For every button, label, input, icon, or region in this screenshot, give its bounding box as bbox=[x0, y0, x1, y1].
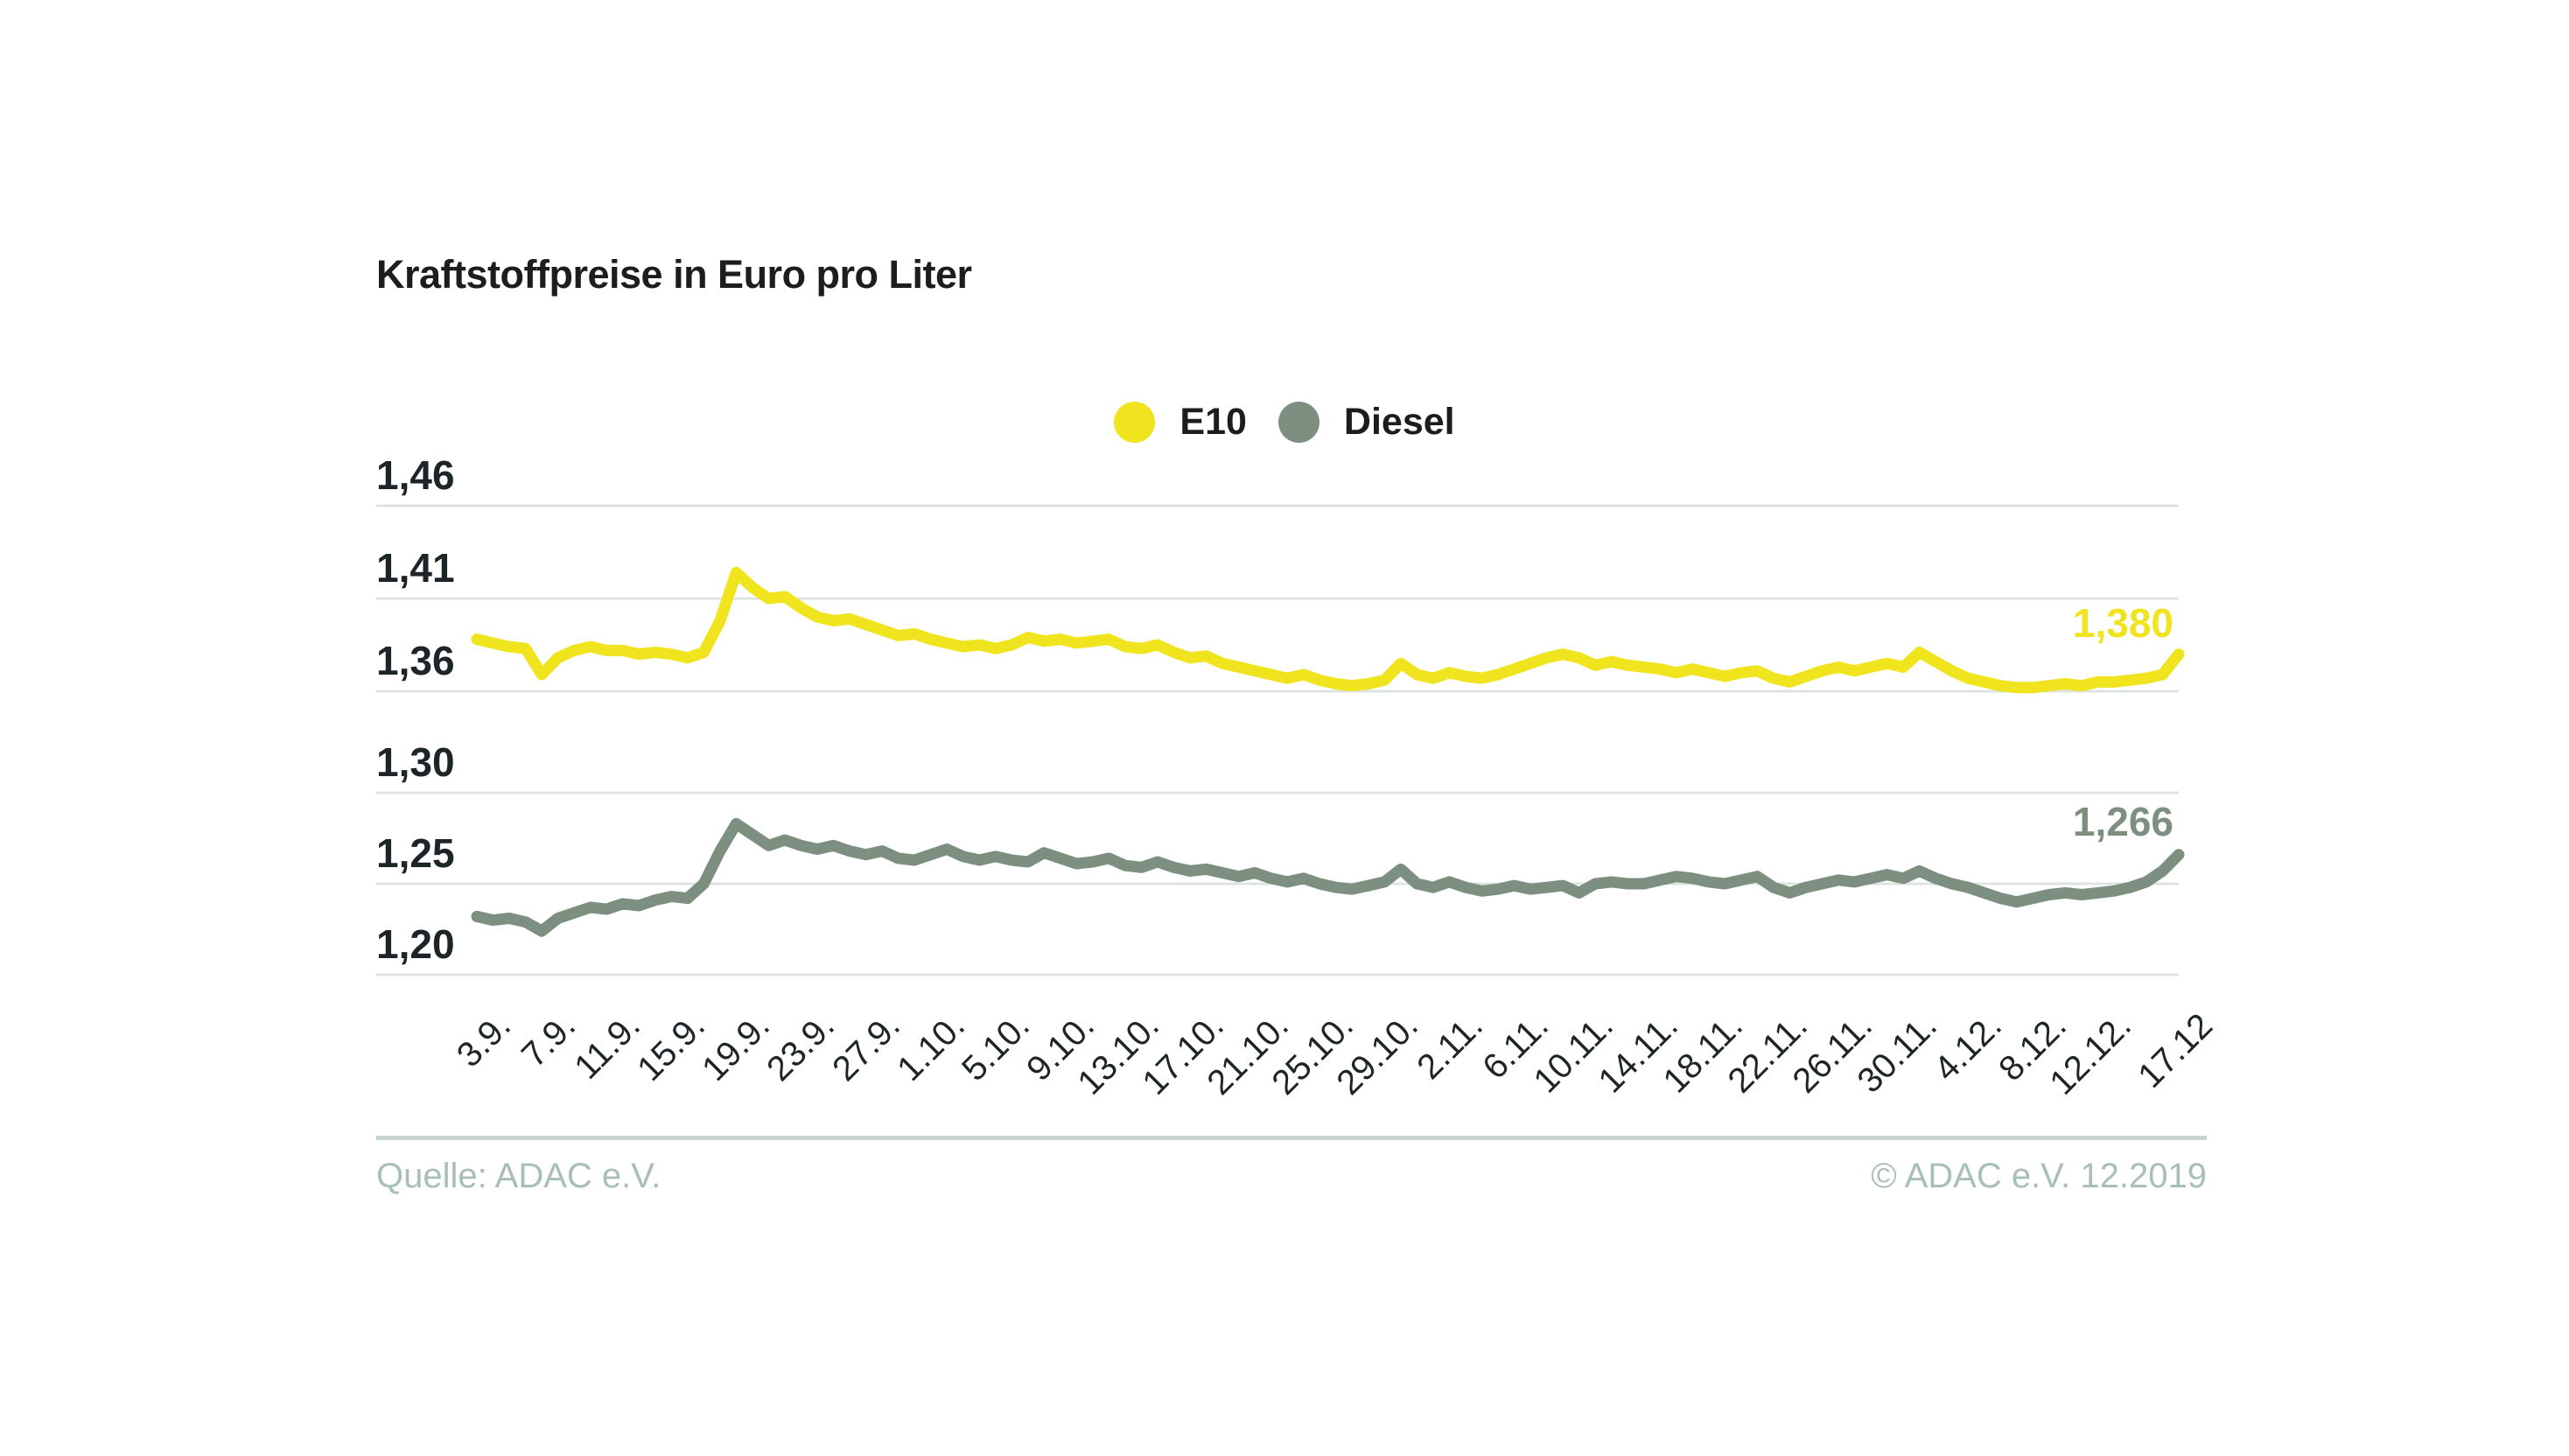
legend-item-e10: E10 bbox=[1114, 401, 1247, 444]
copyright-note: © ADAC e.V. 12.2019 bbox=[1871, 1157, 2207, 1195]
diesel-price-line bbox=[471, 817, 2185, 937]
y-tick-label: 1,41 bbox=[376, 545, 455, 591]
page-title: Kraftstoffpreise in Euro pro Liter bbox=[376, 252, 972, 297]
legend-item-diesel: Diesel bbox=[1278, 401, 1455, 444]
legend-label-diesel: Diesel bbox=[1343, 401, 1455, 443]
y-tick-label: 1,20 bbox=[376, 921, 455, 967]
legend-label-e10: E10 bbox=[1180, 401, 1247, 443]
e10-end-value-label: 1,380 bbox=[2072, 599, 2174, 646]
e10-price-line bbox=[471, 566, 2185, 694]
e10-color-dot-icon bbox=[1114, 402, 1156, 443]
y-tick-label: 1,46 bbox=[376, 452, 455, 498]
diesel-color-dot-icon bbox=[1278, 402, 1320, 443]
diesel-end-value-label: 1,266 bbox=[2072, 798, 2174, 844]
footer-divider bbox=[376, 1136, 2207, 1140]
legend: E10 Diesel bbox=[0, 401, 2569, 444]
y-tick-label: 1,25 bbox=[376, 830, 455, 876]
y-tick-label: 1,36 bbox=[376, 638, 455, 683]
source-note: Quelle: ADAC e.V. bbox=[376, 1157, 662, 1195]
y-tick-label: 1,30 bbox=[376, 739, 455, 785]
